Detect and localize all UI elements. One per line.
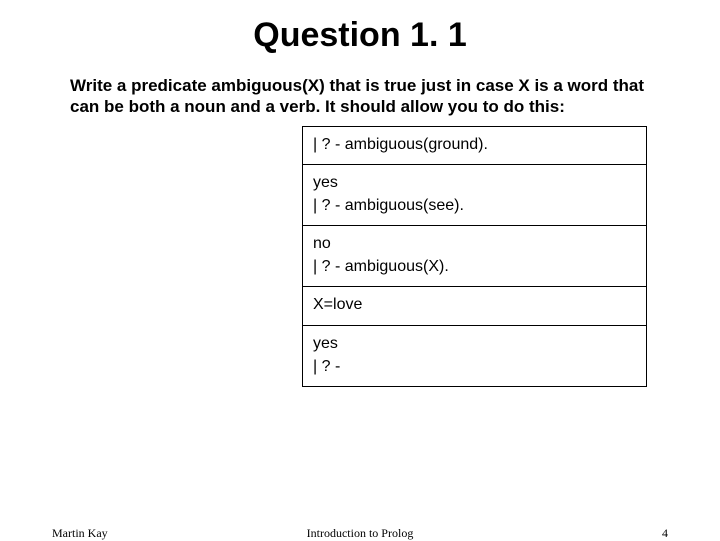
slide-title: Question 1. 1 [60,16,660,55]
output-row: no| ? - ambiguous(X). [303,226,646,287]
output-row: X=love [303,287,646,325]
code-output-box: | ? - ambiguous(ground). yes| ? - ambigu… [302,126,647,388]
page-number: 4 [662,526,668,541]
output-row: yes| ? - ambiguous(see). [303,165,646,226]
output-row: yes| ? - [303,326,646,386]
footer-title: Introduction to Prolog [0,526,720,541]
slide: Question 1. 1 Write a predicate ambiguou… [0,0,720,540]
question-body: Write a predicate ambiguous(X) that is t… [60,75,660,118]
output-row: | ? - ambiguous(ground). [303,127,646,165]
